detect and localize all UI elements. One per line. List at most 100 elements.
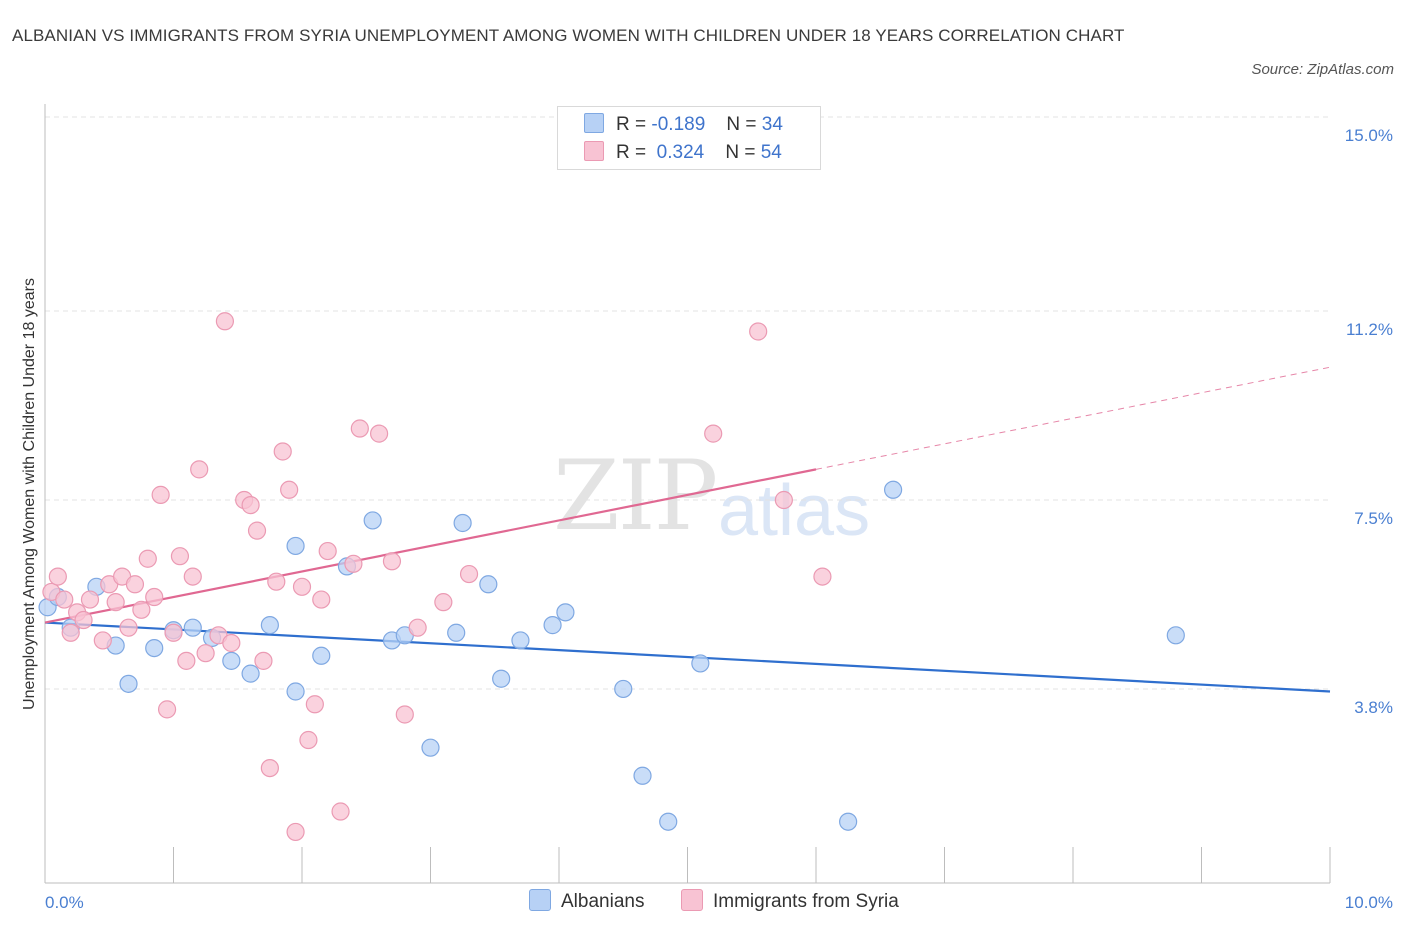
albanians-point bbox=[883, 480, 903, 499]
syria-point bbox=[395, 705, 414, 724]
tick-labels: 3.8% 7.5% 11.2% 15.0% 0.0% 10.0% bbox=[45, 126, 1393, 912]
stats-legend: R = -0.189 N = 34 R = 0.324 N = 54 bbox=[557, 106, 821, 170]
syria-point bbox=[151, 485, 170, 504]
syria-r-label: R = bbox=[616, 142, 647, 163]
syria-point bbox=[370, 424, 389, 443]
syria-point bbox=[138, 549, 157, 568]
albanians-n-label: N = bbox=[726, 114, 757, 135]
syria-point bbox=[93, 631, 112, 650]
data-points bbox=[38, 312, 1185, 842]
syria-point bbox=[177, 651, 196, 670]
syria-point bbox=[196, 644, 215, 663]
syria-point bbox=[318, 541, 337, 561]
albanians-swatch bbox=[584, 113, 604, 133]
y-tick-label: 15.0% bbox=[1345, 126, 1393, 145]
syria-point bbox=[61, 623, 80, 642]
axes bbox=[44, 104, 1331, 884]
syria-point bbox=[312, 590, 331, 609]
albanians-point bbox=[839, 812, 858, 831]
albanians-r-value: -0.189 bbox=[651, 114, 706, 135]
syria-point bbox=[222, 633, 241, 653]
y-axis-label: Unemployment Among Women with Children U… bbox=[21, 278, 38, 710]
syria-point bbox=[382, 552, 402, 571]
albanians-point bbox=[260, 616, 279, 635]
syria-point bbox=[267, 572, 286, 591]
albanians-point bbox=[614, 679, 633, 699]
syria-point bbox=[774, 490, 793, 510]
syria-point bbox=[260, 758, 279, 778]
syria-point bbox=[183, 567, 202, 586]
syria-point bbox=[247, 521, 267, 540]
albanians-point bbox=[511, 631, 530, 650]
albanians-point bbox=[691, 654, 710, 673]
albanians-point bbox=[183, 618, 202, 637]
syria-point bbox=[170, 547, 190, 566]
syria-point bbox=[106, 593, 125, 612]
legend-item-albanians[interactable]: Albanians bbox=[529, 889, 644, 913]
chart-title: ALBANIAN VS IMMIGRANTS FROM SYRIA UNEMPL… bbox=[12, 26, 1125, 45]
x-tick-label-min: 0.0% bbox=[45, 893, 84, 912]
albanians-point bbox=[1166, 626, 1185, 645]
albanians-point bbox=[421, 738, 440, 757]
legend-row-albanians: R = -0.189 N = 34 bbox=[584, 113, 783, 137]
syria-point bbox=[292, 577, 312, 596]
albanians-point bbox=[556, 603, 575, 622]
albanians-point bbox=[363, 511, 382, 530]
syria-point bbox=[241, 496, 260, 515]
syria-trend-line bbox=[44, 468, 817, 624]
x-tick-label-max: 10.0% bbox=[1345, 893, 1393, 912]
albanians-point bbox=[453, 513, 472, 533]
syria-point bbox=[434, 593, 453, 612]
albanians-legend-swatch bbox=[529, 889, 551, 911]
syria-point bbox=[48, 567, 67, 586]
syria-point bbox=[704, 424, 723, 443]
syria-point bbox=[813, 567, 832, 586]
albanians-point bbox=[145, 638, 164, 658]
albanians-trend-line bbox=[44, 621, 1331, 693]
albanians-point bbox=[286, 536, 305, 556]
albanians-point bbox=[659, 812, 678, 831]
syria-point bbox=[344, 554, 363, 573]
syria-point bbox=[80, 590, 100, 609]
albanians-r-label: R = bbox=[616, 114, 647, 135]
syria-point bbox=[299, 730, 318, 750]
albanians-legend-label: Albanians bbox=[561, 891, 645, 912]
syria-point bbox=[74, 610, 93, 630]
syria-n-value: 54 bbox=[760, 142, 782, 163]
syria-swatch bbox=[584, 141, 604, 161]
legend-item-syria[interactable]: Immigrants from Syria bbox=[681, 889, 899, 913]
albanians-point bbox=[633, 766, 652, 785]
albanians-point bbox=[222, 651, 241, 670]
y-tick-label: 11.2% bbox=[1346, 320, 1393, 339]
albanians-point bbox=[241, 664, 260, 683]
series-legend: Albanians Immigrants from Syria bbox=[0, 889, 1406, 915]
syria-point bbox=[254, 651, 273, 670]
gridlines bbox=[45, 116, 1330, 690]
syria-legend-swatch bbox=[681, 889, 703, 911]
source-label: Source: ZipAtlas.com bbox=[1251, 61, 1394, 78]
syria-point bbox=[286, 822, 305, 842]
albanians-point bbox=[286, 682, 305, 701]
trend-lines bbox=[44, 366, 1331, 693]
albanians-n-value: 34 bbox=[761, 114, 783, 135]
watermark-zip: ZIP bbox=[553, 440, 718, 552]
syria-point bbox=[55, 590, 74, 609]
syria-point bbox=[125, 575, 145, 594]
syria-point bbox=[119, 618, 138, 637]
syria-n-label: N = bbox=[725, 142, 756, 163]
syria-point bbox=[215, 312, 234, 331]
syria-point bbox=[305, 695, 324, 714]
y-tick-label: 7.5% bbox=[1354, 509, 1393, 528]
albanians-point bbox=[479, 575, 498, 594]
syria-point bbox=[190, 460, 209, 479]
syria-point bbox=[157, 700, 177, 719]
syria-point bbox=[408, 618, 427, 637]
syria-point bbox=[132, 600, 151, 619]
albanians-point bbox=[543, 616, 562, 635]
syria-point bbox=[350, 419, 369, 438]
syria-point bbox=[459, 564, 479, 584]
legend-row-syria: R = 0.324 N = 54 bbox=[584, 141, 782, 165]
albanians-point bbox=[492, 669, 511, 688]
syria-point bbox=[164, 623, 183, 642]
